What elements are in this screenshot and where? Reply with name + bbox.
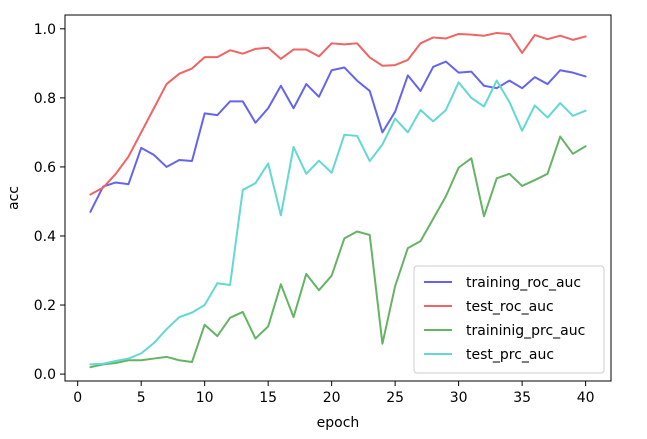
legend-label-training_roc_auc: training_roc_auc — [466, 275, 581, 291]
x-tick-label: 35 — [513, 390, 531, 406]
x-tick-label: 25 — [386, 390, 404, 406]
x-tick-label: 0 — [73, 390, 82, 406]
legend-box — [413, 265, 605, 374]
x-tick-label: 30 — [450, 390, 468, 406]
legend: training_roc_auc test_roc_auc traininig_pr… — [413, 265, 605, 374]
x-tick-label: 15 — [259, 390, 277, 406]
x-axis-label: epoch — [317, 415, 360, 431]
series-line-training_roc_auc — [89, 60, 587, 213]
y-tick-label: 0.8 — [34, 91, 56, 107]
y-axis-ticks: 0.0 0.2 0.4 0.6 0.8 1.0 — [34, 22, 65, 383]
y-tick-label: 0.6 — [34, 160, 56, 176]
x-tick-label: 20 — [323, 390, 341, 406]
y-tick-label: 0.4 — [34, 229, 56, 245]
x-tick-label: 40 — [577, 390, 595, 406]
series-line-test_roc_auc — [89, 31, 587, 196]
series-line-test_prc_auc — [89, 79, 587, 366]
legend-label-test_prc_auc: test_prc_auc — [466, 347, 554, 363]
legend-label-traininig_prc_auc: traininig_prc_auc — [466, 323, 585, 339]
legend-label-test_roc_auc: test_roc_auc — [466, 299, 554, 315]
plot-lines — [89, 31, 587, 369]
x-tick-label: 10 — [196, 390, 214, 406]
y-tick-label: 0.0 — [34, 367, 56, 383]
y-tick-label: 0.2 — [34, 298, 56, 314]
x-axis-ticks: 0 5 10 15 20 25 30 35 40 — [73, 381, 595, 406]
y-tick-label: 1.0 — [34, 22, 56, 38]
plot-frame — [64, 14, 612, 382]
series-line-traininig_prc_auc — [89, 135, 587, 369]
x-tick-label: 5 — [137, 390, 146, 406]
y-axis-label: acc — [6, 186, 22, 210]
